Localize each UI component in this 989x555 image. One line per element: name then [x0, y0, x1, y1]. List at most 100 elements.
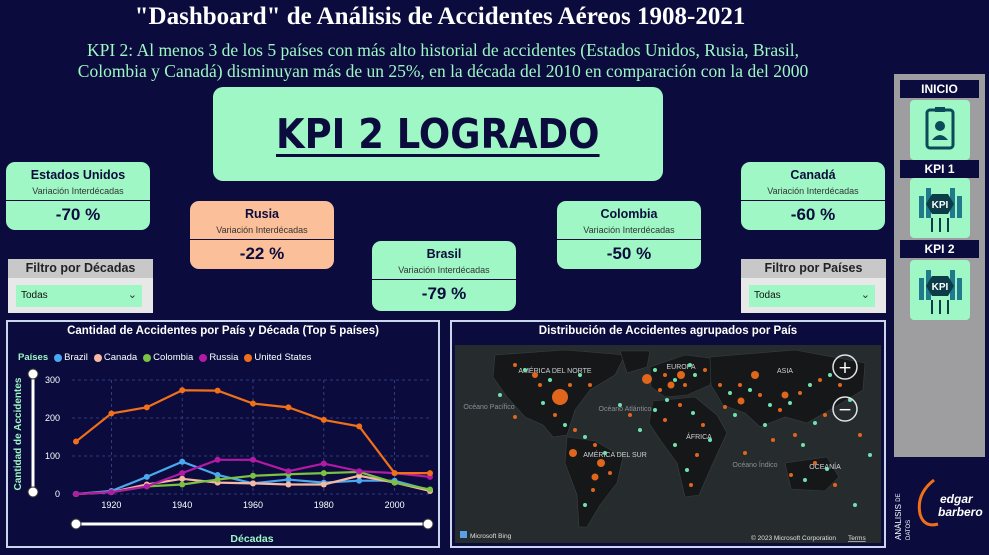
accident-bubble[interactable] [628, 413, 632, 417]
accident-bubble[interactable] [853, 503, 857, 507]
accident-bubble[interactable] [583, 503, 587, 507]
world-map[interactable]: AMÉRICA DEL NORTE AMÉRICA DEL SUR EUROPA… [455, 345, 881, 543]
accident-bubble[interactable] [803, 478, 807, 482]
x-range-slider-handle-right[interactable] [422, 518, 434, 530]
accident-bubble[interactable] [541, 401, 545, 405]
accident-bubble[interactable] [608, 471, 612, 475]
zoom-in-button[interactable] [832, 354, 858, 380]
accident-bubble[interactable] [588, 383, 592, 387]
accident-bubble[interactable] [548, 378, 552, 382]
data-point-colombia[interactable] [391, 479, 398, 486]
y-range-slider-handle-top[interactable] [27, 368, 39, 380]
x-range-slider-handle-left[interactable] [70, 518, 82, 530]
accident-bubble[interactable] [838, 383, 842, 387]
accident-bubble[interactable] [673, 378, 677, 382]
accident-bubble[interactable] [688, 363, 692, 367]
data-point-united-states[interactable] [73, 438, 79, 445]
legend-item-canada[interactable]: Canada [93, 352, 137, 363]
country-filter-dropdown[interactable]: Todas ⌄ [749, 285, 875, 307]
accident-bubble[interactable] [703, 368, 707, 372]
accident-bubble[interactable] [718, 383, 722, 387]
accident-bubble[interactable] [693, 373, 697, 377]
data-point-canada[interactable] [320, 481, 327, 488]
data-point-colombia[interactable] [320, 470, 327, 477]
accident-bubble[interactable] [833, 483, 837, 487]
data-point-canada[interactable] [250, 480, 256, 487]
data-point-russia[interactable] [250, 456, 256, 463]
legend-item-brazil[interactable]: Brazil [54, 352, 88, 363]
accident-bubble[interactable] [695, 453, 699, 457]
accident-bubble[interactable] [768, 403, 772, 407]
accident-bubble[interactable] [691, 411, 695, 415]
accident-bubble[interactable] [593, 443, 597, 447]
accident-bubble[interactable] [723, 405, 727, 409]
accident-bubble[interactable] [591, 488, 595, 492]
accident-bubble[interactable] [653, 408, 657, 412]
accident-bubble[interactable] [828, 373, 832, 377]
nav-button-kpi2[interactable]: KPI [910, 260, 970, 320]
data-point-russia[interactable] [320, 460, 327, 467]
accident-bubble[interactable] [771, 438, 775, 442]
accident-bubble[interactable] [751, 371, 759, 379]
accident-bubble[interactable] [818, 378, 822, 382]
accident-bubble[interactable] [563, 423, 567, 427]
accident-bubble[interactable] [708, 438, 712, 442]
accident-bubble[interactable] [498, 393, 502, 397]
accident-bubble[interactable] [658, 388, 662, 392]
accident-bubble[interactable] [813, 421, 817, 425]
data-point-united-states[interactable] [214, 387, 221, 394]
accident-bubble[interactable] [778, 408, 782, 412]
accident-bubble[interactable] [603, 451, 607, 455]
accident-bubble[interactable] [568, 383, 572, 387]
accident-bubble[interactable] [763, 423, 767, 427]
legend-item-usa[interactable]: United States [244, 352, 311, 363]
accident-bubble[interactable] [788, 401, 792, 405]
data-point-russia[interactable] [73, 491, 79, 497]
accident-bubble[interactable] [618, 403, 622, 407]
accident-bubble[interactable] [597, 459, 605, 467]
accident-bubble[interactable] [665, 398, 669, 402]
data-point-russia[interactable] [356, 468, 363, 475]
accident-bubble[interactable] [569, 449, 577, 457]
accident-bubble[interactable] [868, 453, 872, 457]
accident-bubble[interactable] [738, 383, 742, 387]
accident-bubble[interactable] [689, 483, 693, 487]
accident-bubble[interactable] [728, 391, 732, 395]
accident-bubble[interactable] [538, 383, 542, 387]
data-point-united-states[interactable] [391, 470, 398, 477]
accident-bubble[interactable] [733, 413, 737, 417]
zoom-out-button[interactable] [832, 396, 858, 422]
data-point-united-states[interactable] [356, 423, 363, 430]
data-point-colombia[interactable] [427, 486, 433, 493]
accident-bubble[interactable] [532, 372, 538, 378]
data-point-brazil[interactable] [179, 458, 186, 465]
accident-bubble[interactable] [793, 433, 797, 437]
data-point-russia[interactable] [108, 489, 115, 496]
accident-bubble[interactable] [553, 413, 557, 417]
data-point-united-states[interactable] [320, 416, 327, 423]
accident-bubble[interactable] [583, 435, 587, 439]
data-point-russia[interactable] [179, 470, 186, 477]
accident-bubble[interactable] [677, 371, 685, 379]
data-point-canada[interactable] [285, 481, 292, 488]
accident-bubble[interactable] [801, 443, 805, 447]
accident-bubble[interactable] [653, 368, 657, 372]
data-point-united-states[interactable] [108, 410, 115, 417]
accident-bubble[interactable] [789, 473, 793, 477]
accident-bubble[interactable] [523, 368, 527, 372]
accident-bubble[interactable] [667, 381, 675, 389]
data-point-colombia[interactable] [179, 481, 186, 488]
accident-bubble[interactable] [578, 373, 582, 377]
nav-button-kpi1[interactable]: KPI [910, 178, 970, 238]
data-point-united-states[interactable] [250, 400, 256, 407]
y-range-slider-handle-bottom[interactable] [27, 486, 39, 498]
accident-bubble[interactable] [743, 451, 747, 455]
data-point-united-states[interactable] [285, 404, 292, 411]
accident-bubble[interactable] [673, 443, 677, 447]
legend-item-russia[interactable]: Russia [199, 352, 238, 363]
legend-item-colombia[interactable]: Colombia [143, 352, 193, 363]
data-point-colombia[interactable] [250, 472, 256, 479]
data-point-brazil[interactable] [143, 473, 150, 480]
accident-bubble[interactable] [552, 389, 568, 405]
data-point-united-states[interactable] [143, 404, 150, 411]
